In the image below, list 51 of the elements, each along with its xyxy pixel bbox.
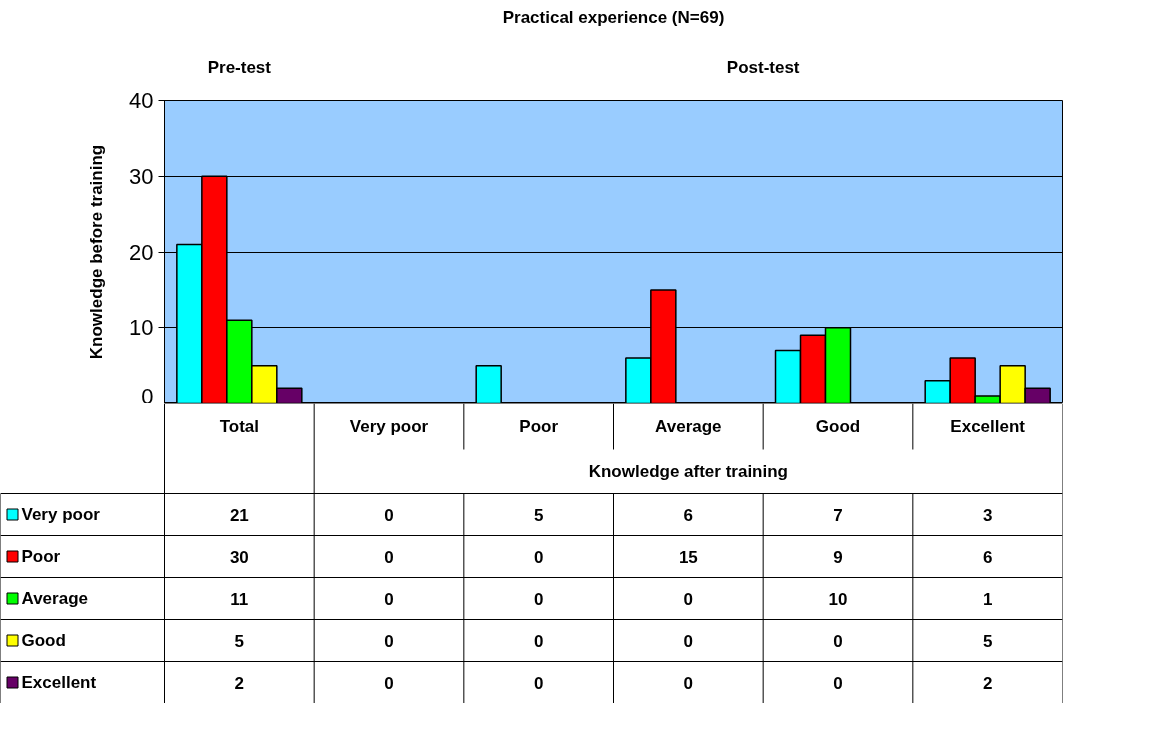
- data-label: 9: [833, 547, 843, 567]
- data-label: 0: [683, 673, 694, 693]
- data-label: 2: [982, 673, 993, 693]
- text: Pre-test: [207, 57, 272, 77]
- data-label: 5: [533, 505, 544, 525]
- legend-label: Good: [21, 631, 66, 650]
- y-tick-label: 10: [129, 315, 154, 341]
- data-label: 21: [229, 505, 249, 525]
- data-label: 0: [384, 631, 394, 651]
- y-axis-title: Knowledge before training: [87, 144, 107, 360]
- legend-label: Average: [21, 589, 88, 608]
- data-label: 15: [678, 547, 698, 567]
- data-label: 11: [230, 589, 249, 609]
- data-label: 0: [533, 673, 544, 693]
- data-label: 5: [982, 631, 993, 651]
- legend-label: Very poor: [21, 505, 101, 524]
- data-label: 7: [833, 505, 843, 525]
- data-label: 0: [533, 589, 544, 609]
- data-label: 0: [384, 673, 394, 693]
- data-label: 0: [533, 547, 544, 567]
- data-label: 10: [828, 589, 848, 609]
- data-label: 5: [234, 631, 245, 651]
- x-tick-label: Excellent: [950, 417, 1026, 436]
- data-label: 0: [683, 631, 694, 651]
- data-label: 0: [683, 589, 694, 609]
- data-label: 2: [234, 673, 245, 693]
- y-tick-label: 30: [129, 163, 154, 189]
- x-tick-label: Very poor: [349, 417, 429, 436]
- x-tick-label: Total: [219, 417, 260, 436]
- text: Post-test: [726, 57, 800, 77]
- x-tick-label: Average: [655, 417, 722, 436]
- y-tick-label: 0: [141, 383, 154, 409]
- data-label: 6: [683, 505, 694, 525]
- y-tick-label: 40: [129, 88, 154, 113]
- chart-title: Practical experience (N=69): [502, 7, 725, 27]
- x-tick-label: Good: [815, 417, 861, 436]
- data-label: 0: [384, 589, 394, 609]
- legend-label: Excellent: [21, 673, 97, 692]
- y-tick-label: 20: [129, 239, 154, 265]
- data-label: 3: [982, 505, 993, 525]
- data-label: 0: [833, 631, 843, 651]
- data-label: 6: [982, 547, 993, 567]
- text: Knowledge after training: [588, 462, 788, 481]
- x-tick-label: Poor: [519, 417, 559, 436]
- data-label: 0: [384, 547, 394, 567]
- data-label: 1: [982, 589, 993, 609]
- data-label: 0: [533, 631, 544, 651]
- data-label: 30: [229, 547, 249, 567]
- legend-label: Poor: [21, 547, 61, 566]
- data-label: 0: [384, 505, 394, 525]
- data-label: 0: [833, 673, 843, 693]
